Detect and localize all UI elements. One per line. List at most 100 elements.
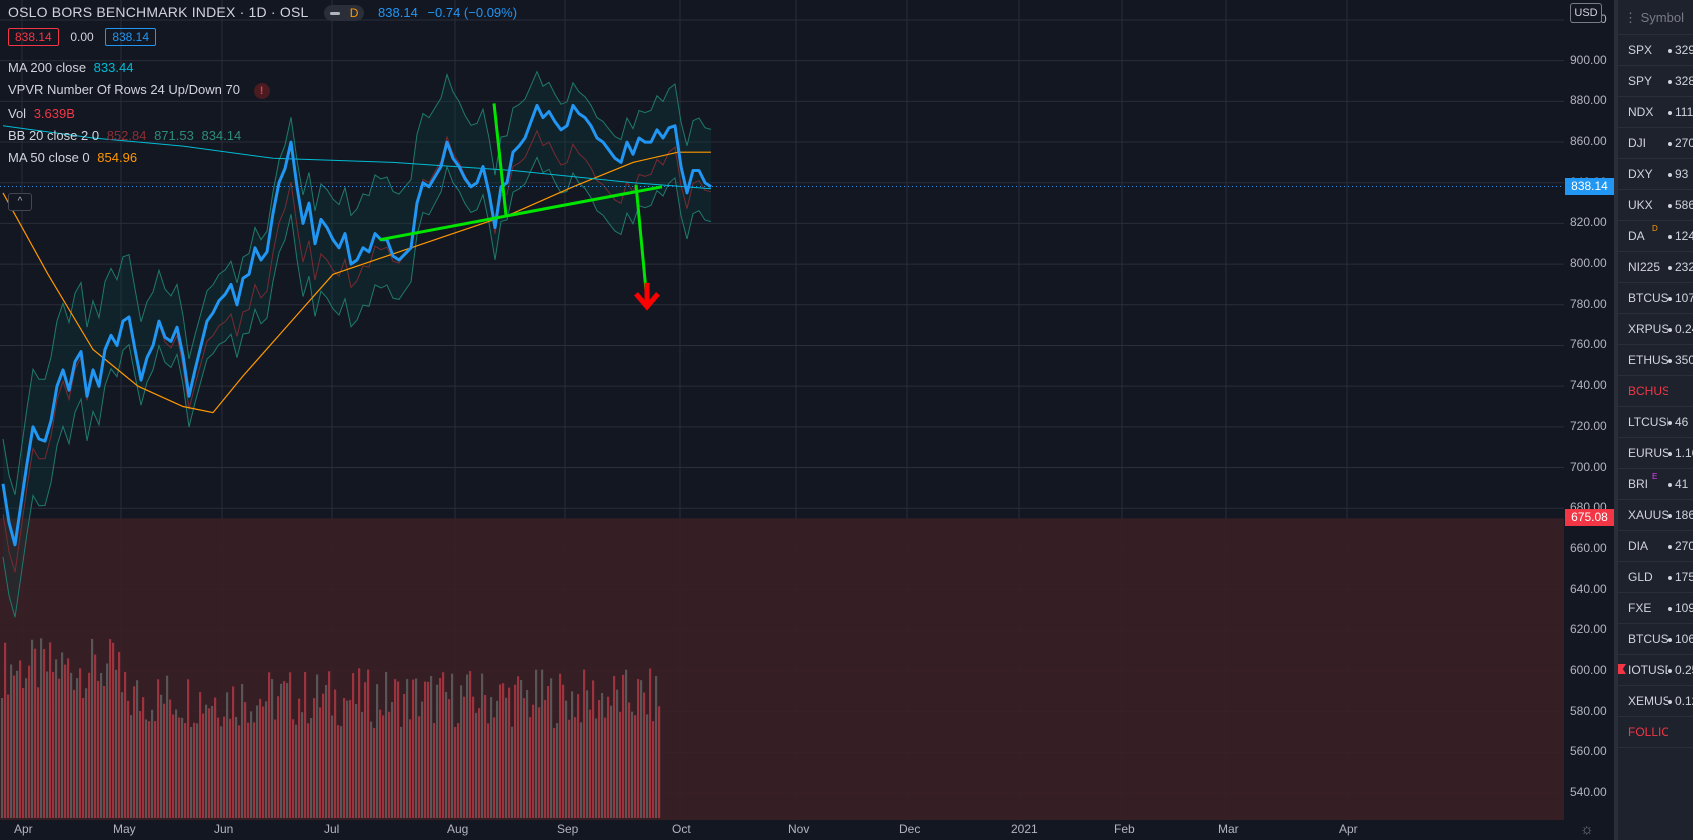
volume-bar [232,686,235,818]
price-chart[interactable] [0,0,1564,840]
watchlist-value: 329 [1675,43,1693,57]
gear-icon[interactable]: ☼ [1580,821,1594,838]
neckline [379,185,663,242]
volume-bar [424,681,427,818]
volume-bar [121,692,124,818]
watchlist-item[interactable]: SPY 328 [1618,66,1693,97]
volume-bar [271,679,274,818]
ask-box[interactable]: 838.14 [105,28,157,46]
volume-bar [331,715,334,818]
watchlist-item[interactable]: EURUSD 1.16 [1618,438,1693,469]
interval-pill[interactable]: D [324,4,365,21]
volume-bar [247,722,250,818]
watchlist-symbol: NDX [1628,105,1654,119]
volume-bar [190,726,193,818]
watchlist-item[interactable]: SPX 329 [1618,35,1693,66]
time-tick: Nov [788,822,810,836]
watchlist-item[interactable]: NDX 111 [1618,97,1693,128]
volume-bar [61,652,64,818]
volume-bar [391,702,394,818]
volume-bar [643,692,646,818]
watchlist-item[interactable]: DXY 93 [1618,159,1693,190]
bid-box[interactable]: 838.14 [8,28,59,46]
volume-bar [250,711,253,818]
volume-bar [181,717,184,818]
time-tick: Oct [672,822,691,836]
volume-bar [487,723,490,818]
volume-bar [91,638,94,818]
watchlist-symbol: XRPUSD [1628,322,1668,336]
indicator-ma200[interactable]: MA 200 close 833.44 [8,60,133,75]
watchlist-item[interactable]: BRI E 41 [1618,469,1693,500]
watchlist-item[interactable]: XEMUSD 0.12 [1618,686,1693,717]
watchlist-value: 1.16 [1675,446,1693,460]
watchlist-item[interactable]: DA D 124 [1618,221,1693,252]
indicator-label: Vol [8,106,27,121]
symbol-header[interactable]: OSLO BORS BENCHMARK INDEX · 1D · OSL D 8… [8,4,517,22]
warning-icon[interactable]: ! [253,83,270,99]
volume-bar [127,700,130,818]
volume-bar [337,725,340,818]
bb-upper-value: 871.53 [154,128,194,143]
price-tick: 860.00 [1570,134,1607,149]
volume-bar [571,691,574,818]
price-tick: 700.00 [1570,459,1607,474]
watchlist-item[interactable]: UKX 586 [1618,190,1693,221]
indicator-ma50[interactable]: MA 50 close 0 854.96 [8,150,137,165]
watchlist-item[interactable]: XRPUSD 0.24 [1618,314,1693,345]
last-price: 838.14 [378,5,418,20]
volume-bar [568,719,571,818]
watchlist-value: 270 [1675,136,1693,150]
price-tick: 740.00 [1570,378,1607,393]
currency-button[interactable]: USD [1570,3,1602,23]
volume-bar [79,668,82,818]
watchlist-item[interactable]: DJI 270 [1618,128,1693,159]
indicator-bb[interactable]: BB 20 close 2 0 852.84 871.53 834.14 [8,128,241,143]
time-tick: 2021 [1011,822,1038,836]
watchlist-item[interactable]: IOTUSD 0.25 [1618,655,1693,686]
volume-bar [154,721,157,818]
volume-bar [625,669,628,818]
watchlist-item[interactable]: DIA 270 [1618,531,1693,562]
watchlist-item[interactable]: GLD 175 [1618,562,1693,593]
price-tick: 780.00 [1570,296,1607,311]
watchlist-header[interactable]: ⋮ Symbol [1618,0,1693,35]
volume-bar [280,683,283,818]
watchlist-item[interactable]: LTCUSD 46 [1618,407,1693,438]
symbol-title[interactable]: OSLO BORS BENCHMARK INDEX · 1D · OSL [8,4,309,20]
watchlist-item[interactable]: BCHUSD [1618,376,1693,407]
watchlist-item[interactable]: NI225 232 [1618,252,1693,283]
watchlist-item[interactable]: BTCUSD 106 [1618,624,1693,655]
volume-bar [163,703,166,818]
volume-bar [478,708,481,818]
status-dot-icon [1668,203,1672,208]
watchlist-item[interactable]: XAUUSD 186 [1618,500,1693,531]
collapse-legend-button[interactable]: ^ [8,193,32,211]
watchlist-item[interactable]: BTCUSD 107 [1618,283,1693,314]
price-tick: 820.00 [1570,215,1607,230]
volume-bar [448,699,451,818]
volume-bar [379,709,382,818]
drag-handle-icon[interactable]: ⋮ [1624,10,1637,25]
volume-bar [583,669,586,818]
flag-icon[interactable] [1618,664,1626,674]
volume-bar [484,695,487,818]
volume-bar [400,726,403,818]
indicator-vpvr[interactable]: VPVR Number Of Rows 24 Up/Down 70 ! [8,82,270,99]
status-dot-icon [1668,482,1672,487]
watchlist-item[interactable]: ETHUSD 350 [1618,345,1693,376]
volume-bar [106,663,109,818]
volume-bar [124,671,127,818]
watchlist-value: 175 [1675,570,1693,584]
watchlist-item[interactable]: FOLLIO [1618,717,1693,748]
indicator-vol[interactable]: Vol 3.639B [8,106,75,121]
status-dot-icon [1668,141,1672,146]
watchlist-value: 41 [1675,477,1689,491]
volume-bar [103,685,106,818]
watchlist-item[interactable]: FXE 109 [1618,593,1693,624]
volume-bar [499,684,502,818]
chart-pane[interactable] [0,0,1564,840]
volume-bar [259,698,262,818]
volume-bar [358,668,361,818]
volume-bar [265,701,268,818]
